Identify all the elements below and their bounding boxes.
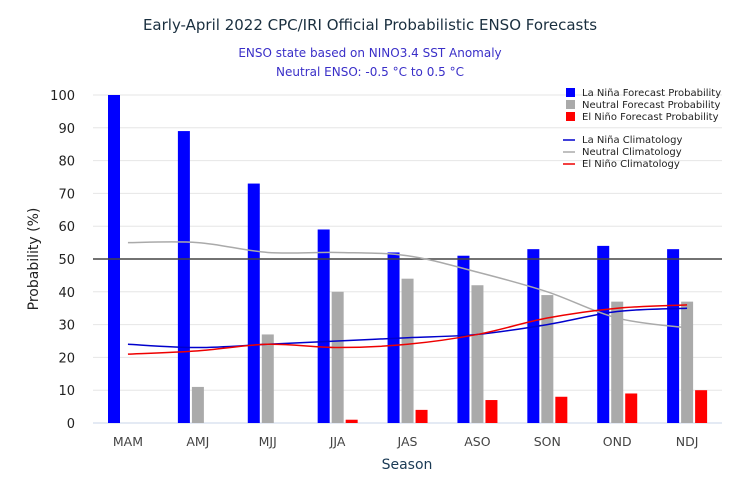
bar-la-ni-a-forecast-probability-ndj (667, 249, 680, 423)
bar-el-ni-o-forecast-probability-ndj (695, 390, 708, 423)
climatology-lines (127, 241, 688, 355)
legend-label: Neutral Forecast Probability (582, 100, 721, 111)
x-tick-label: OND (603, 434, 632, 449)
chart-title: Early-April 2022 CPC/IRI Official Probab… (143, 16, 597, 34)
bar-neutral-forecast-probability-aso (471, 285, 484, 423)
legend-label: El Niño Forecast Probability (582, 112, 719, 123)
legend-swatch (566, 112, 575, 121)
bar-neutral-forecast-probability-ond (611, 301, 624, 423)
x-axis-label: Season (382, 457, 433, 473)
x-axis-ticks: MAM AMJ MJJ JJA JAS ASO SON OND NDJ (113, 434, 699, 449)
y-tick-label: 20 (58, 351, 75, 366)
bar-el-ni-o-forecast-probability-jas (415, 409, 428, 423)
bar-el-ni-o-forecast-probability-ond (625, 393, 638, 423)
y-tick-label: 0 (67, 417, 75, 432)
y-tick-label: 80 (58, 155, 75, 170)
y-tick-label: 40 (58, 286, 75, 301)
bar-el-ni-o-forecast-probability-aso (485, 400, 498, 423)
x-tick-label: AMJ (186, 434, 209, 449)
chart-subtitle-line-1: ENSO state based on NINO3.4 SST Anomaly (238, 46, 501, 60)
line-el-ni-o-climatology (127, 304, 688, 355)
line-la-ni-a-climatology (127, 307, 688, 349)
bar-la-ni-a-forecast-probability-aso (457, 255, 470, 423)
chart-subtitle-line-2: Neutral ENSO: -0.5 °C to 0.5 °C (276, 65, 464, 79)
x-tick-label: MJJ (259, 434, 277, 449)
x-tick-label: SON (534, 434, 561, 449)
legend-swatch (566, 88, 575, 97)
y-axis-label: Probability (%) (26, 208, 42, 311)
bar-la-ni-a-forecast-probability-ond (597, 245, 610, 423)
bar-neutral-forecast-probability-jja (331, 291, 344, 423)
bar-el-ni-o-forecast-probability-son (555, 396, 568, 423)
y-tick-label: 50 (58, 253, 75, 268)
legend-label: Neutral Climatology (582, 147, 682, 158)
bar-neutral-forecast-probability-mjj (261, 334, 274, 423)
bar-la-ni-a-forecast-probability-son (527, 249, 540, 423)
legend-label: El Niño Climatology (582, 159, 680, 170)
legend-label: La Niña Forecast Probability (582, 88, 721, 99)
bar-neutral-forecast-probability-ndj (681, 301, 694, 423)
legend-label: La Niña Climatology (582, 135, 682, 146)
bar-neutral-forecast-probability-jas (401, 278, 414, 423)
x-tick-label: JAS (397, 434, 418, 449)
y-tick-label: 10 (58, 384, 75, 399)
bar-neutral-forecast-probability-son (541, 295, 554, 423)
y-axis-ticks: 0 10 20 30 40 50 60 70 80 90 100 (50, 89, 75, 432)
bar-el-ni-o-forecast-probability-jja (345, 419, 358, 423)
y-tick-label: 100 (50, 89, 75, 104)
line-neutral-climatology (127, 241, 688, 329)
bar-la-ni-a-forecast-probability-amj (177, 131, 190, 423)
bar-neutral-forecast-probability-amj (191, 386, 204, 423)
x-tick-label: NDJ (676, 434, 699, 449)
bar-la-ni-a-forecast-probability-jja (317, 229, 330, 423)
x-tick-label: ASO (464, 434, 490, 449)
y-tick-label: 60 (58, 220, 75, 235)
bar-la-ni-a-forecast-probability-mjj (247, 183, 260, 423)
x-tick-label: JJA (329, 434, 346, 449)
y-tick-label: 30 (58, 319, 75, 334)
legend-swatch (566, 100, 575, 109)
y-tick-label: 70 (58, 187, 75, 202)
x-tick-label: MAM (113, 434, 143, 449)
y-tick-label: 90 (58, 122, 75, 137)
